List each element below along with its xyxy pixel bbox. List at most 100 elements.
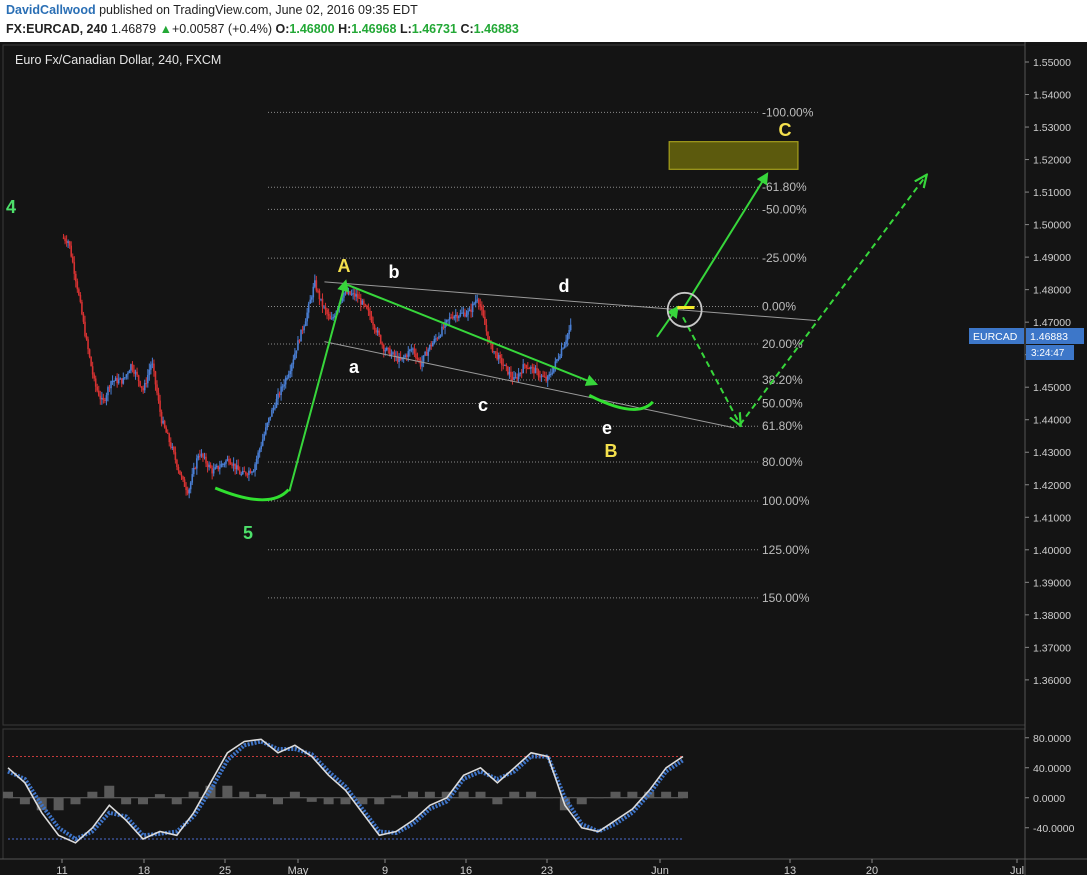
candle-body bbox=[366, 305, 368, 309]
wave-arrow[interactable] bbox=[346, 283, 599, 386]
oscillator-histogram-bar bbox=[441, 791, 452, 799]
candle-body bbox=[546, 376, 549, 381]
candles bbox=[62, 233, 572, 499]
channel-lower-line[interactable] bbox=[324, 341, 735, 429]
chart-title: Euro Fx/Canadian Dollar, 240, FXCM bbox=[15, 53, 221, 67]
fib-label: 0.00% bbox=[762, 300, 796, 314]
candle-body bbox=[272, 407, 275, 410]
wave-label-c: c bbox=[478, 395, 488, 415]
candle-body bbox=[159, 400, 161, 412]
candle-body bbox=[556, 359, 558, 362]
candle-body bbox=[551, 372, 554, 374]
candle-body bbox=[358, 297, 361, 299]
candle-body bbox=[418, 358, 420, 361]
wave-label-c: C bbox=[779, 120, 792, 140]
price-tick-label: 1.38000 bbox=[1033, 610, 1071, 622]
candle-body bbox=[346, 290, 348, 294]
candle-body bbox=[162, 420, 164, 424]
candle-body bbox=[78, 289, 80, 295]
oscillator-histogram-bar bbox=[36, 797, 47, 811]
candle-body bbox=[361, 300, 364, 305]
wave-arrow[interactable] bbox=[288, 279, 349, 492]
candle-body bbox=[76, 281, 79, 290]
oscillator-histogram-bar bbox=[121, 797, 132, 805]
candle-body bbox=[171, 446, 174, 448]
candle-body bbox=[352, 293, 354, 295]
candle-body bbox=[254, 464, 256, 472]
breakout-circle[interactable] bbox=[666, 291, 703, 328]
candle-body bbox=[326, 309, 328, 314]
candle-body bbox=[266, 422, 269, 428]
candle-body bbox=[180, 474, 183, 477]
candle-body bbox=[243, 470, 246, 473]
oscillator-histogram-bar bbox=[610, 791, 621, 799]
candle-body bbox=[534, 368, 537, 374]
oscillator-histogram-bar bbox=[576, 797, 587, 805]
candle-body bbox=[130, 364, 132, 371]
candle-body bbox=[104, 399, 106, 401]
candle-body bbox=[275, 399, 278, 408]
candle-body bbox=[402, 356, 405, 358]
candle-body bbox=[427, 349, 429, 356]
candle-body bbox=[356, 294, 359, 298]
oscillator-histogram-bar bbox=[171, 797, 182, 805]
price-change: +0.00587 (+0.4%) bbox=[171, 22, 273, 36]
candle-body bbox=[143, 383, 146, 391]
candle-body bbox=[113, 380, 115, 382]
candle-body bbox=[212, 469, 215, 474]
candle-body bbox=[428, 345, 431, 350]
candle-body bbox=[229, 462, 232, 465]
symbol-price-tag: EURCAD 1.46883 3:24:47 bbox=[969, 328, 1084, 360]
candle-body bbox=[456, 314, 459, 319]
candle-body bbox=[237, 465, 240, 471]
candle-body bbox=[91, 366, 94, 375]
fib-label: 100.00% bbox=[762, 494, 810, 508]
channel-upper-line[interactable] bbox=[324, 281, 816, 322]
oscillator-histogram-bar bbox=[374, 797, 385, 805]
candle-body bbox=[148, 369, 151, 376]
candle-body bbox=[516, 377, 518, 380]
candle-body bbox=[459, 312, 462, 317]
projected-arrow[interactable] bbox=[739, 176, 926, 426]
oscillator-histogram-bar bbox=[222, 785, 233, 799]
candle-body bbox=[192, 468, 195, 475]
time-tick-label: 20 bbox=[866, 865, 878, 875]
candle-body bbox=[269, 416, 272, 418]
wave-arrow[interactable] bbox=[656, 305, 679, 338]
candle-body bbox=[557, 358, 560, 360]
oscillator-histogram-bar bbox=[492, 797, 503, 805]
candle-body bbox=[271, 409, 273, 417]
candle-body bbox=[292, 359, 295, 365]
projected-arrow[interactable] bbox=[682, 316, 740, 424]
oscillator-histogram-bar bbox=[104, 785, 115, 799]
candle-body bbox=[470, 309, 472, 313]
fibonacci-levels[interactable]: -100.00% -61.80% -50.00% -25.00% 0.00% 20.00%… bbox=[268, 105, 814, 605]
candle-body bbox=[147, 375, 149, 384]
candle-body bbox=[545, 376, 547, 381]
candle-body bbox=[220, 464, 223, 468]
price-chart[interactable]: Euro Fx/Canadian Dollar, 240, FXCM -100.… bbox=[0, 42, 1087, 875]
candle-body bbox=[467, 310, 469, 315]
oscillator-axis[interactable]: 80.0000 40.0000 0.0000 -40.0000 bbox=[1025, 733, 1075, 835]
candle-body bbox=[528, 368, 531, 370]
candle-body bbox=[332, 316, 334, 319]
time-tick-label: 16 bbox=[460, 865, 472, 875]
candle-body bbox=[140, 386, 143, 388]
target-zone-c[interactable] bbox=[668, 141, 799, 170]
fib-label: 50.00% bbox=[762, 396, 803, 410]
candle-body bbox=[188, 489, 190, 494]
candle-body bbox=[407, 351, 410, 357]
time-axis[interactable]: 11 18 25 May 9 16 23 Jun 13 20 Jul bbox=[56, 859, 1024, 875]
candle-body bbox=[318, 290, 321, 300]
candle-body bbox=[484, 316, 486, 325]
author-link[interactable]: DavidCallwood bbox=[6, 3, 96, 17]
price-tick-label: 1.55000 bbox=[1033, 57, 1071, 69]
candle-body bbox=[67, 241, 69, 243]
main-pane[interactable] bbox=[2, 44, 1026, 726]
low-label: L: bbox=[399, 22, 412, 36]
wave-arrow[interactable] bbox=[682, 172, 769, 310]
candle-body bbox=[454, 314, 457, 317]
candle-body bbox=[526, 368, 529, 370]
wave-arrows[interactable] bbox=[288, 172, 926, 492]
candle-body bbox=[191, 474, 194, 483]
